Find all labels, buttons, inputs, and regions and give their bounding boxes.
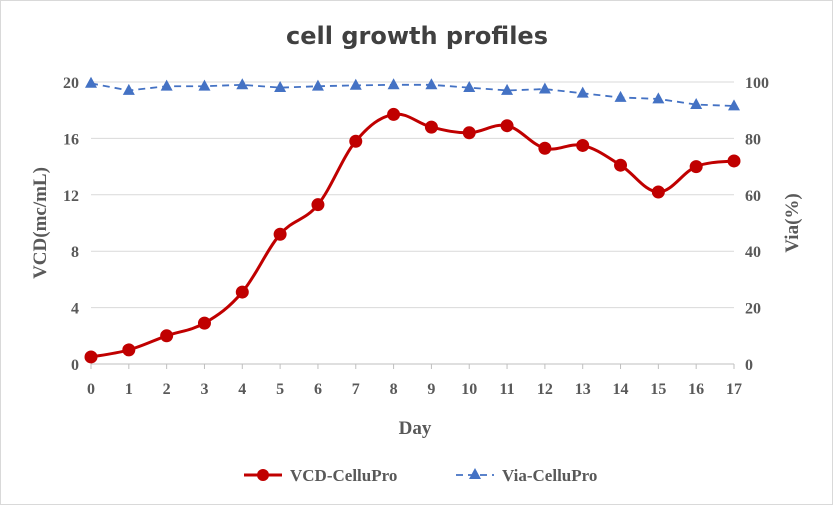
data-point xyxy=(349,78,362,90)
y-right-tick-label: 100 xyxy=(745,75,769,92)
x-tick-label: 2 xyxy=(163,381,171,398)
x-tick-label: 14 xyxy=(613,381,629,398)
legend-item: Via-CelluPro xyxy=(456,466,597,485)
data-point xyxy=(349,134,363,148)
legend-label: VCD-CelluPro xyxy=(290,466,397,485)
data-point xyxy=(576,138,590,152)
data-point xyxy=(463,81,476,93)
data-point xyxy=(462,126,476,140)
y-axis-right-title: Via(%) xyxy=(782,193,803,252)
y-left-tick-label: 4 xyxy=(71,301,79,318)
legend-marker xyxy=(257,469,269,481)
data-point xyxy=(160,329,174,343)
y-right-tick-label: 40 xyxy=(745,244,761,261)
legend-marker xyxy=(469,468,481,479)
data-point xyxy=(614,158,628,172)
chart-title: cell growth profiles xyxy=(286,22,548,50)
x-tick-label: 1 xyxy=(125,381,133,398)
data-point xyxy=(235,285,249,299)
series-line xyxy=(90,82,735,107)
y-left-tick-label: 20 xyxy=(63,75,79,92)
data-point xyxy=(501,83,514,95)
data-point xyxy=(651,185,665,199)
data-point xyxy=(311,198,325,212)
data-point xyxy=(85,76,97,88)
series-VCD-CelluPro xyxy=(84,107,741,364)
legend-label: Via-CelluPro xyxy=(502,466,597,485)
series-layer xyxy=(84,76,741,364)
y-left-tick-label: 0 xyxy=(71,357,79,374)
data-point xyxy=(538,82,551,94)
data-point xyxy=(538,141,552,155)
series-Via-CelluPro xyxy=(85,76,740,111)
data-point xyxy=(236,78,249,90)
data-point xyxy=(689,160,703,174)
x-tick-label: 13 xyxy=(575,381,591,398)
x-tick-label: 12 xyxy=(537,381,553,398)
data-point xyxy=(424,120,438,134)
x-tick-label: 8 xyxy=(390,381,398,398)
data-point xyxy=(387,78,400,90)
x-tick-label: 7 xyxy=(352,381,360,398)
data-point xyxy=(197,316,211,330)
y-axis-left-title: VCD(mc/mL) xyxy=(30,167,51,279)
x-tick-label: 11 xyxy=(499,381,514,398)
data-point xyxy=(614,90,627,102)
y-right-tick-label: 60 xyxy=(745,188,761,205)
data-point xyxy=(652,92,665,104)
y-right-tick-label: 0 xyxy=(745,357,753,374)
data-point xyxy=(122,83,135,95)
x-tick-label: 9 xyxy=(427,381,435,398)
data-point xyxy=(274,81,287,93)
y-left-tick-label: 8 xyxy=(71,244,79,261)
x-tick-label: 6 xyxy=(314,381,322,398)
data-point xyxy=(727,154,741,168)
x-axis-title: Day xyxy=(399,418,432,439)
data-point xyxy=(84,350,98,364)
x-tick-label: 5 xyxy=(276,381,284,398)
y-right-tick-label: 20 xyxy=(745,301,761,318)
data-point xyxy=(311,79,324,91)
data-point xyxy=(690,97,703,109)
data-point xyxy=(122,343,136,357)
legend: VCD-CelluPro Via-CelluPro xyxy=(244,466,597,485)
data-point xyxy=(273,227,287,241)
legend-item: VCD-CelluPro xyxy=(244,466,397,485)
y-right-tick-label: 80 xyxy=(745,131,761,148)
x-tick-label: 3 xyxy=(200,381,208,398)
data-point xyxy=(425,78,438,90)
x-tick-label: 16 xyxy=(688,381,704,398)
data-point xyxy=(387,107,401,121)
data-point xyxy=(160,79,173,91)
data-point xyxy=(728,99,740,111)
y-left-tick-label: 12 xyxy=(63,188,79,205)
data-point xyxy=(576,86,589,98)
y-left-tick-label: 16 xyxy=(63,131,79,148)
x-tick-label: 10 xyxy=(461,381,477,398)
data-point xyxy=(198,79,211,91)
data-point xyxy=(500,119,514,133)
x-tick-label: 15 xyxy=(650,381,666,398)
series-line xyxy=(90,112,735,359)
grid-lines xyxy=(91,81,734,365)
x-tick-label: 0 xyxy=(87,381,95,398)
x-tick-label: 17 xyxy=(726,381,742,398)
x-tick-label: 4 xyxy=(238,381,246,398)
